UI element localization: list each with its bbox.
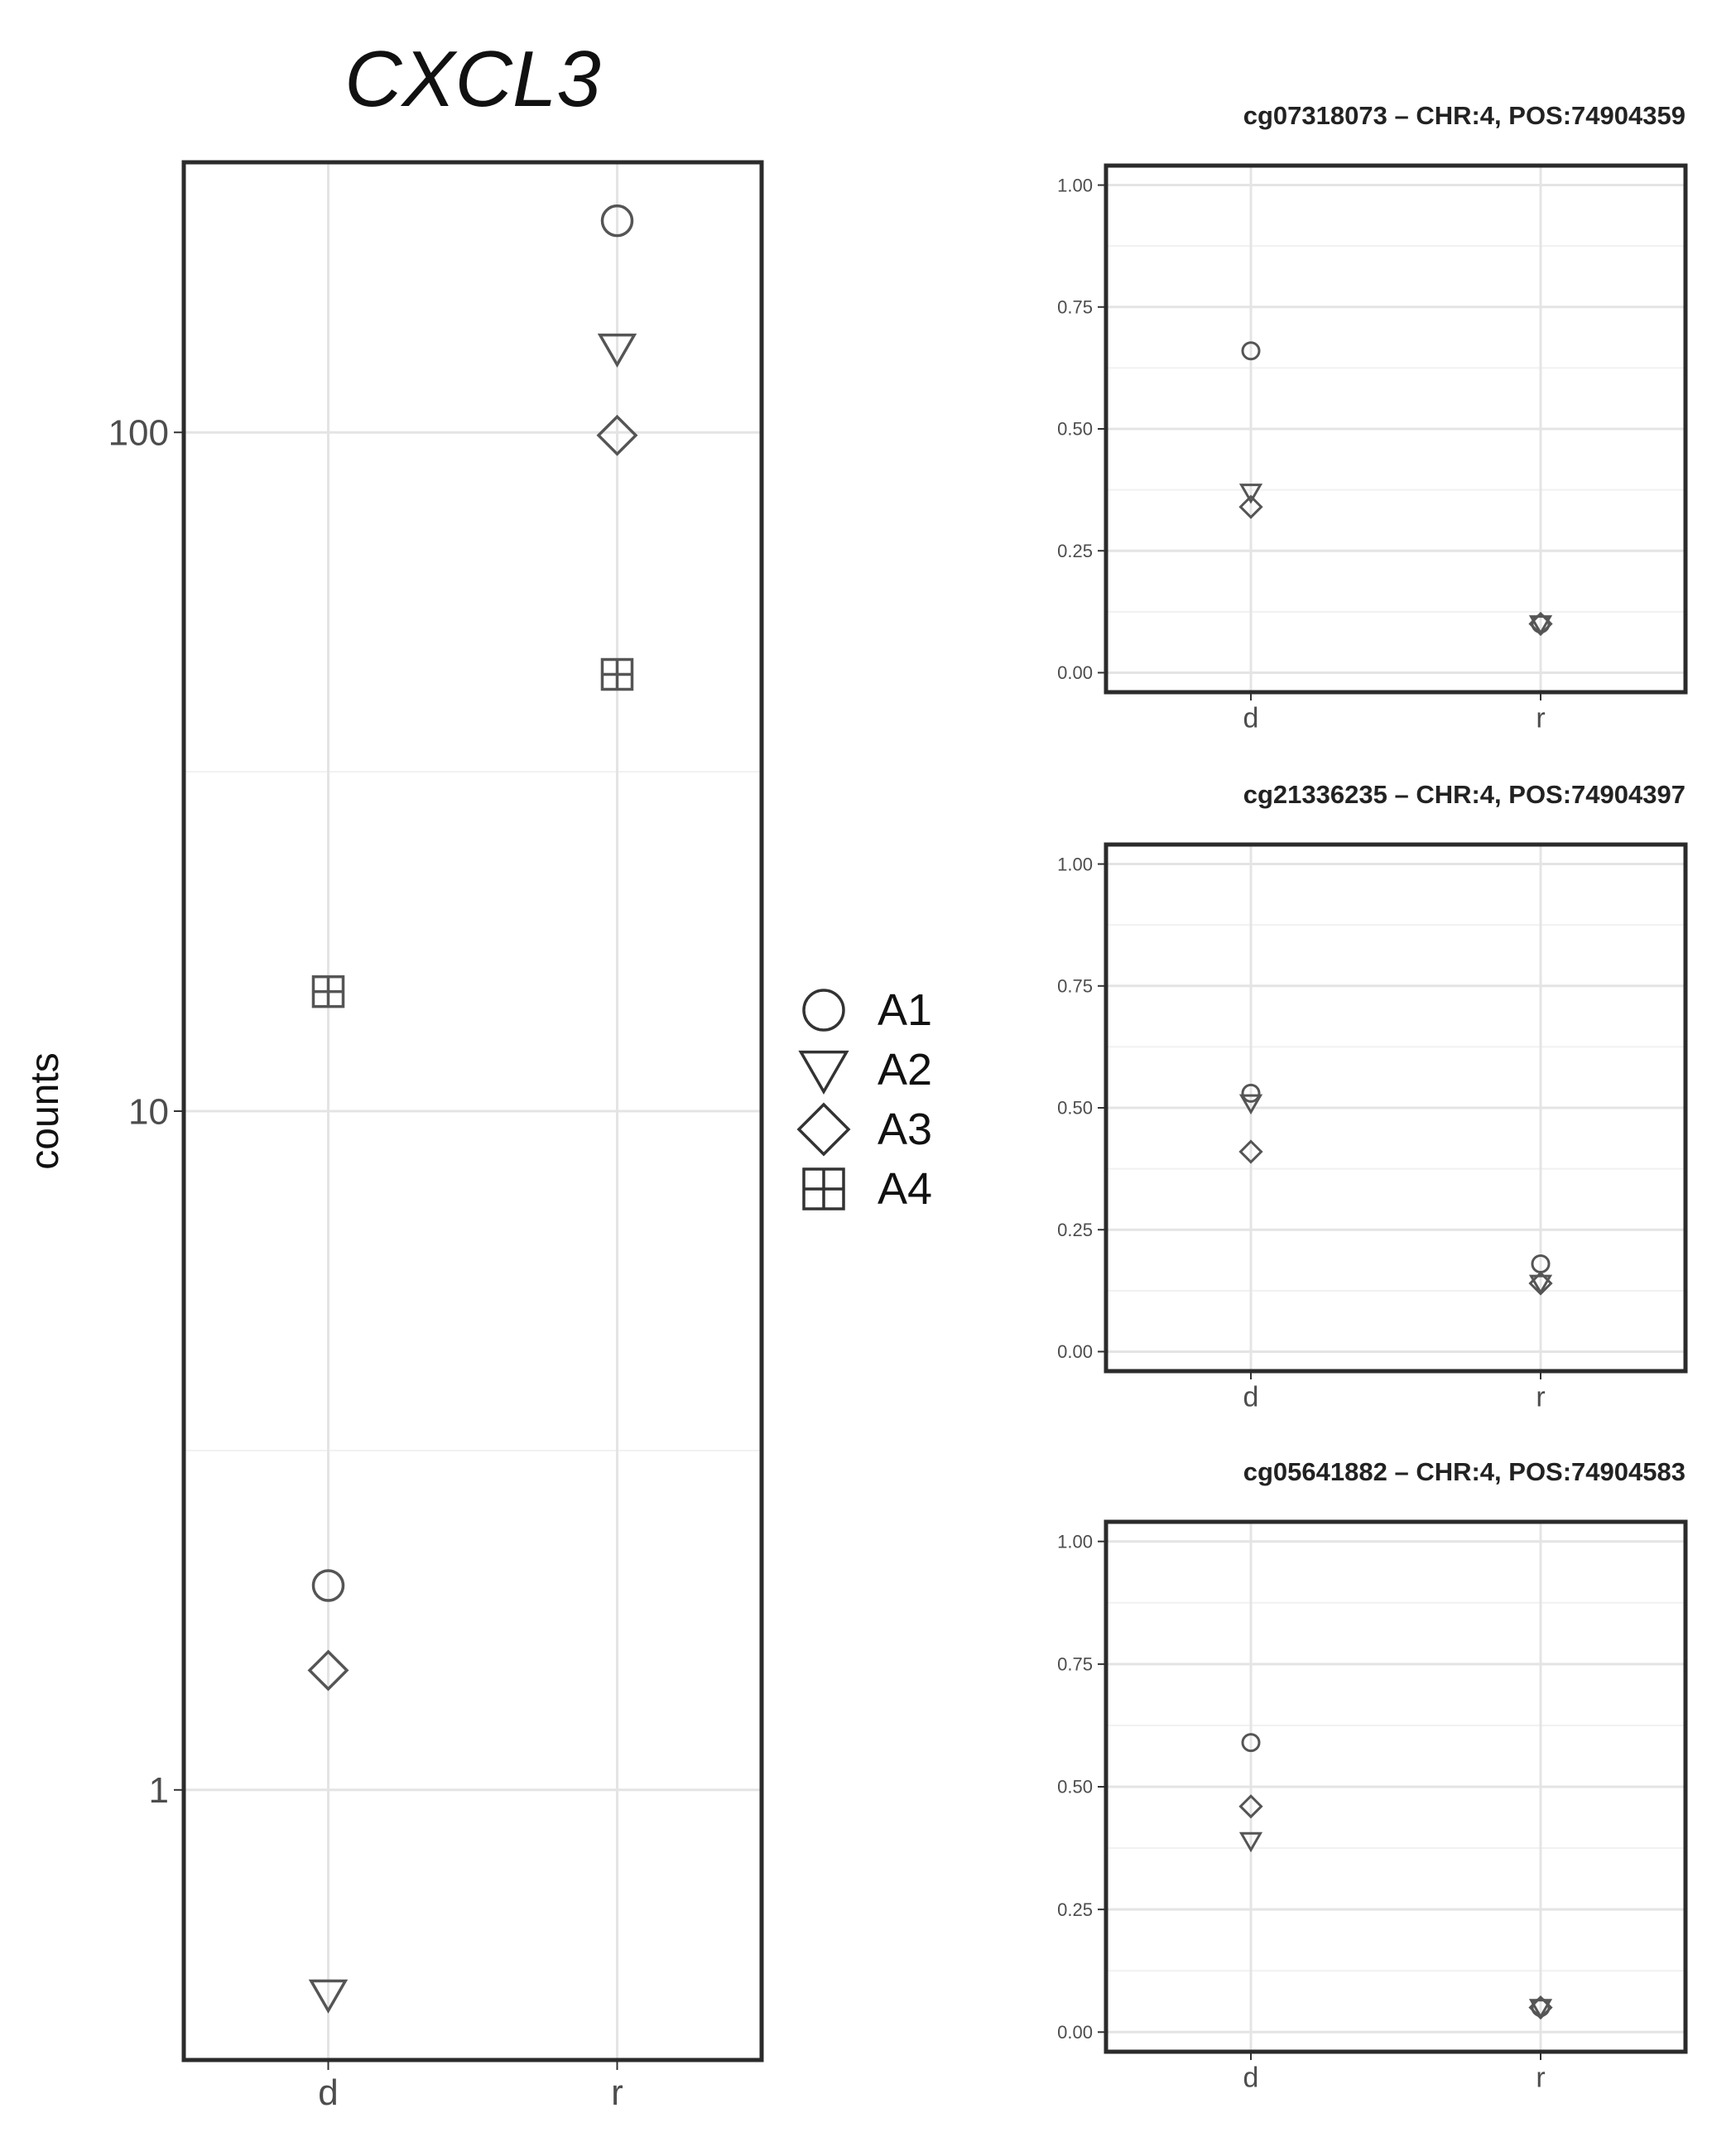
point-a1-d xyxy=(1241,1083,1261,1103)
panel-title: cg05641882 – CHR:4, POS:74904583 xyxy=(1243,1457,1686,1486)
y-tick-label: 0.25 xyxy=(1057,1899,1093,1920)
point-a4-r xyxy=(600,657,634,691)
point-a1-d xyxy=(1241,341,1261,361)
y-tick-label: 100 xyxy=(108,413,169,454)
y-tick-label: 0.75 xyxy=(1057,296,1093,317)
panel-border xyxy=(1104,1519,1688,2054)
panel-title: cg07318073 – CHR:4, POS:74904359 xyxy=(1243,101,1686,130)
panel-border xyxy=(1104,842,1688,1374)
square-plus-icon xyxy=(802,1167,845,1210)
legend-label-a2: A2 xyxy=(878,1045,932,1095)
y-tick-label: 1.00 xyxy=(1057,1531,1093,1552)
y-tick-label: 0.50 xyxy=(1057,419,1093,440)
y-tick-label: 1.00 xyxy=(1057,175,1093,195)
y-tick-label: 0.00 xyxy=(1057,1341,1093,1362)
x-tick-label: d xyxy=(1243,702,1259,734)
point-a3-r xyxy=(1528,1995,1553,2020)
legend-label-a4: A4 xyxy=(878,1164,932,1214)
point-a2-r xyxy=(1528,1999,1553,2019)
point-a3-r xyxy=(596,414,638,456)
point-a3-d xyxy=(1238,1139,1263,1164)
y-tick-label: 0.25 xyxy=(1057,541,1093,561)
panel-1: CXCL3 1 10 100 d r counts xyxy=(23,35,764,2113)
point-a3-d xyxy=(1238,494,1263,519)
circle-icon xyxy=(802,989,845,1032)
legend-label-a3: A3 xyxy=(878,1105,932,1154)
point-a3-d xyxy=(1238,1794,1263,1819)
panel-border xyxy=(181,160,764,2062)
x-tick-label: r xyxy=(611,2072,623,2113)
panel-4: cg05641882 – CHR:4, POS:74904583 0.00 0.25… xyxy=(1057,1457,1688,2093)
point-a2-d xyxy=(1238,1094,1263,1115)
point-a2-r xyxy=(597,333,637,368)
point-a4-d xyxy=(311,975,345,1008)
point-a2-r xyxy=(1528,615,1553,636)
panel-title: cg21336235 – CHR:4, POS:74904397 xyxy=(1243,780,1686,809)
x-tick-label: r xyxy=(1536,702,1545,734)
legend: A1 A2 A3 A4 xyxy=(796,985,932,1214)
point-a1-r xyxy=(600,204,634,238)
y-tick-label: 0.75 xyxy=(1057,1654,1093,1675)
x-tick-label: r xyxy=(1536,2062,1545,2093)
x-tick-label: d xyxy=(318,2072,338,2113)
y-tick-label: 1 xyxy=(149,1770,169,1811)
point-a2-d xyxy=(308,1979,349,2014)
legend-label-a1: A1 xyxy=(878,985,932,1035)
y-tick-label: 0.75 xyxy=(1057,975,1093,996)
y-axis-label: counts xyxy=(23,1052,67,1169)
y-tick-label: 0.50 xyxy=(1057,1098,1093,1119)
point-a2-d xyxy=(1238,1831,1263,1853)
panel-border xyxy=(1104,163,1688,695)
x-tick-label: d xyxy=(1243,2062,1259,2093)
point-a3-d xyxy=(307,1649,349,1692)
panel-3: cg21336235 – CHR:4, POS:74904397 0.00 0.25… xyxy=(1057,780,1688,1413)
y-tick-label: 0.00 xyxy=(1057,2022,1093,2043)
y-tick-label: 0.25 xyxy=(1057,1220,1093,1240)
point-a1-d xyxy=(1241,1733,1261,1753)
point-a3-r xyxy=(1528,1271,1553,1296)
y-tick-label: 0.00 xyxy=(1057,662,1093,683)
diamond-icon xyxy=(796,1102,851,1157)
panel-title: CXCL3 xyxy=(344,35,600,123)
x-tick-label: r xyxy=(1536,1381,1545,1413)
x-tick-label: d xyxy=(1243,1381,1259,1413)
point-a2-r xyxy=(1528,1274,1553,1296)
y-tick-label: 0.50 xyxy=(1057,1777,1093,1798)
y-tick-label: 1.00 xyxy=(1057,854,1093,874)
panel-2: cg07318073 – CHR:4, POS:74904359 0.00 0.25… xyxy=(1057,101,1688,734)
point-a1-d xyxy=(311,1569,345,1602)
triangle-down-icon xyxy=(798,1050,849,1095)
point-a2-d xyxy=(1238,484,1263,504)
y-tick-label: 10 xyxy=(128,1091,169,1132)
point-a3-r xyxy=(1528,611,1553,637)
